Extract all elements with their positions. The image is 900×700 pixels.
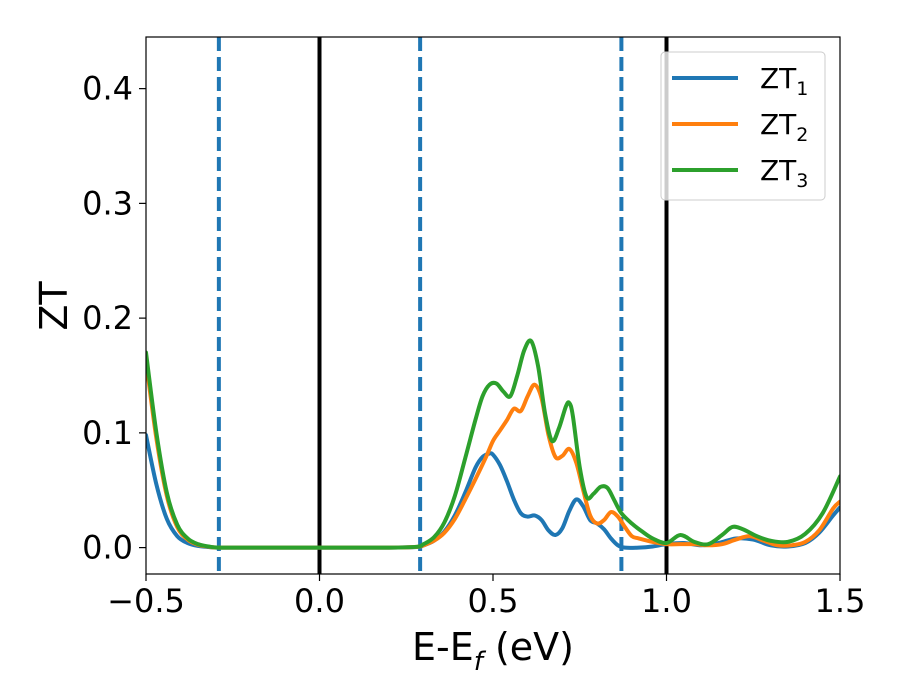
vertical-reference-lines [216, 37, 669, 574]
y-tick-label: 0.1 [82, 414, 133, 452]
x-tick-label: 0.5 [468, 582, 519, 620]
x-tick-label: 0.0 [294, 582, 345, 620]
x-axis-label: E-Ef (eV) [412, 625, 574, 677]
y-tick-label: 0.4 [82, 70, 133, 108]
legend-label-zt-1: ZT1 [760, 62, 808, 100]
series-line-zt-3 [146, 338, 840, 550]
legend: ZT1 ZT2 ZT3 [660, 51, 826, 201]
y-tick-label: 0.0 [82, 529, 133, 567]
y-axis-label: ZT [32, 281, 76, 331]
x-tick-label: 1.0 [641, 582, 692, 620]
series-lines [146, 338, 840, 550]
y-tick-label: 0.2 [82, 299, 133, 337]
series-line-zt-1 [146, 433, 840, 550]
y-tick-label: 0.3 [82, 184, 133, 222]
legend-box [660, 51, 826, 201]
legend-label-zt-3: ZT3 [760, 154, 808, 192]
y-axis-ticks: 0.0 0.1 0.2 0.3 0.4 [82, 70, 146, 567]
x-tick-label: −0.5 [107, 582, 185, 620]
x-tick-label: 1.5 [815, 582, 866, 620]
legend-label-zt-2: ZT2 [760, 108, 808, 146]
x-axis-ticks: −0.5 0.0 0.5 1.0 1.5 [107, 574, 865, 620]
